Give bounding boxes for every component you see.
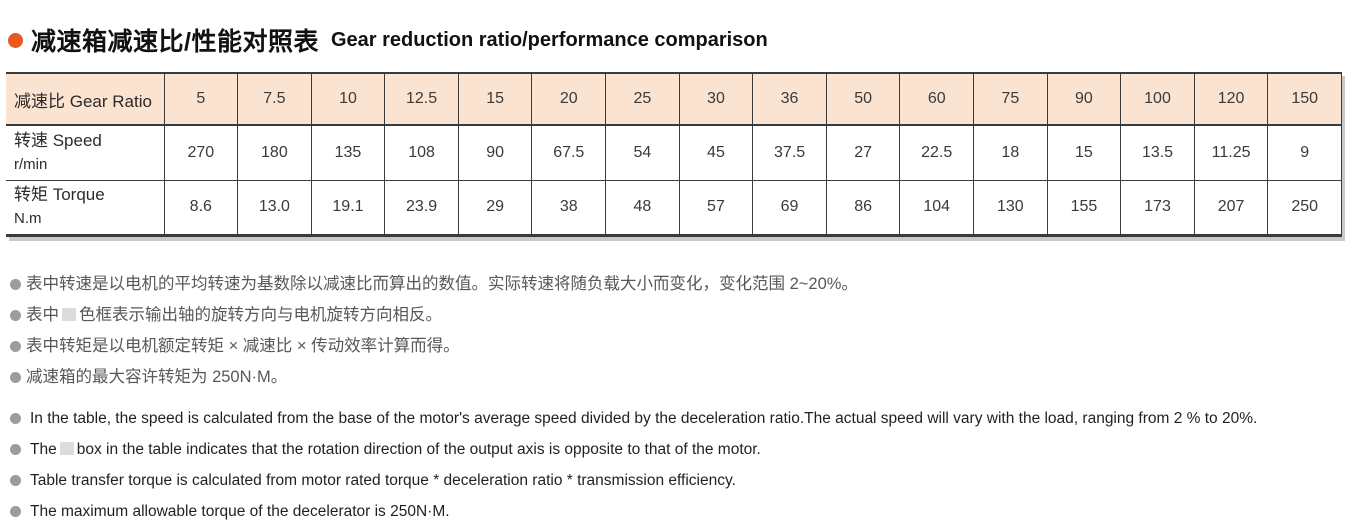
torque-row-label: 转矩 Torque N.m [6,179,165,235]
note-text-prefix: The [30,440,57,458]
gear-ratio-cell: 150 [1267,73,1342,126]
note-zh-torque: 表中转矩是以电机额定转矩 × 减速比 × 传动效率计算而得。 [10,337,1342,356]
torque-cell: 173 [1120,179,1195,235]
note-text: 表中 色框表示输出轴的旋转方向与电机旋转方向相反。 [26,306,442,325]
speed-cell: 54 [605,125,680,180]
speed-row-label-text: 转速 Speed [14,130,102,150]
gear-ratio-cell: 7.5 [237,73,312,126]
note-text-suffix: box in the table indicates that the rota… [76,440,761,458]
speed-cell: 27 [826,125,901,180]
note-text: 减速箱的最大容许转矩为 250N·M。 [26,367,288,386]
note-bullet-icon [10,474,21,486]
torque-cell: 207 [1194,179,1269,235]
gray-box-swatch-icon [59,441,74,455]
gear-ratio-header-label: 减速比 Gear Ratio [6,73,165,126]
note-text-suffix: 色框表示输出轴的旋转方向与电机旋转方向相反。 [79,305,442,324]
gear-ratio-cell: 50 [826,73,901,126]
section-title-zh: 减速箱减速比/性能对照表 [31,28,319,56]
torque-cell: 19.1 [311,179,386,235]
torque-cell: 8.6 [164,179,239,235]
footnotes-en: In the table, the speed is calculated fr… [10,409,1342,521]
speed-cell: 108 [384,125,459,180]
gear-ratio-cell: 25 [605,73,680,126]
footnotes: 表中转速是以电机的平均转速为基数除以减速比而算出的数值。实际转速将随负载大小而变… [10,275,1342,521]
gray-box-swatch-icon [62,307,76,321]
note-en-speed: In the table, the speed is calculated fr… [10,409,1342,428]
performance-table: 减速比 Gear Ratio 5 7.5 10 12.5 15 20 25 30… [6,72,1342,237]
note-text: In the table, the speed is calculated fr… [30,409,1258,427]
torque-cell: 13.0 [237,179,312,235]
torque-cell: 250 [1267,179,1342,235]
gear-ratio-cell: 12.5 [384,73,459,126]
note-bullet-icon [10,340,21,352]
note-bullet-icon [10,371,21,383]
title-bullet-icon [8,32,23,48]
note-en-torque: Table transfer torque is calculated from… [10,471,1342,490]
speed-cell: 13.5 [1120,125,1195,180]
torque-cell: 69 [752,179,827,235]
torque-cell: 23.9 [384,179,459,235]
speed-cell: 15 [1047,125,1122,180]
footnotes-zh: 表中转速是以电机的平均转速为基数除以减速比而算出的数值。实际转速将随负载大小而变… [10,275,1342,387]
note-bullet-icon [10,278,21,290]
note-zh-max-torque: 减速箱的最大容许转矩为 250N·M。 [10,368,1342,387]
gear-ratio-cell: 75 [973,73,1048,126]
torque-cell: 155 [1047,179,1122,235]
note-text: Table transfer torque is calculated from… [30,471,736,489]
speed-cell: 37.5 [752,125,827,180]
note-bullet-icon [10,412,21,424]
speed-row-unit: r/min [14,155,48,173]
torque-cell: 104 [899,179,975,235]
speed-cell: 11.25 [1194,125,1269,180]
gear-ratio-cell: 10 [311,73,386,126]
speed-cell: 135 [311,125,386,180]
torque-cell: 130 [973,179,1048,235]
gear-ratio-cell: 60 [899,73,975,126]
note-text-prefix: 表中 [26,305,59,324]
speed-cell: 90 [458,125,533,180]
speed-cell: 22.5 [899,125,975,180]
torque-cell: 48 [605,179,680,235]
note-text: The box in the table indicates that the r… [30,440,761,459]
note-en-gray-box: The box in the table indicates that the r… [10,440,1342,459]
gear-ratio-cell: 15 [458,73,533,126]
gear-ratio-cell: 36 [752,73,827,126]
performance-table-wrap: 减速比 Gear Ratio 5 7.5 10 12.5 15 20 25 30… [6,72,1342,237]
torque-row-unit: N.m [14,210,42,227]
speed-cell: 45 [679,125,754,180]
note-zh-gray-box: 表中 色框表示输出轴的旋转方向与电机旋转方向相反。 [10,306,1342,325]
torque-row-label-text: 转矩 Torque [14,185,105,205]
gear-ratio-cell: 100 [1120,73,1195,126]
speed-cell: 270 [164,125,239,180]
speed-cell: 18 [973,125,1048,180]
torque-cell: 38 [531,179,607,235]
torque-row: 转矩 Torque N.m 8.6 13.0 19.1 23.9 29 38 4… [6,179,1342,235]
note-zh-speed: 表中转速是以电机的平均转速为基数除以减速比而算出的数值。实际转速将随负载大小而变… [10,275,1342,294]
note-text: 表中转矩是以电机额定转矩 × 减速比 × 传动效率计算而得。 [26,336,460,355]
gear-ratio-cell: 20 [531,73,607,126]
section-title-en: Gear reduction ratio/performance compari… [330,28,768,51]
torque-cell: 86 [826,179,901,235]
section-title: 减速箱减速比/性能对照表 Gear reduction ratio/perfor… [8,22,1342,58]
note-bullet-icon [10,309,21,321]
note-en-max-torque: The maximum allowable torque of the dece… [10,502,1342,521]
note-bullet-icon [10,505,21,517]
speed-row-label: 转速 Speed r/min [6,125,165,180]
gear-ratio-cell: 90 [1047,73,1122,126]
speed-cell: 9 [1267,125,1342,180]
note-text: The maximum allowable torque of the dece… [30,502,450,520]
torque-cell: 29 [458,179,533,235]
speed-cell: 67.5 [531,125,607,180]
gear-ratio-cell: 30 [679,73,754,126]
gear-ratio-header-row: 减速比 Gear Ratio 5 7.5 10 12.5 15 20 25 30… [6,73,1342,126]
gear-ratio-cell: 5 [164,73,239,126]
note-bullet-icon [10,443,21,455]
note-text: 表中转速是以电机的平均转速为基数除以减速比而算出的数值。实际转速将随负载大小而变… [26,274,858,293]
gear-ratio-cell: 120 [1194,73,1269,126]
speed-cell: 180 [237,125,312,180]
speed-row: 转速 Speed r/min 270 180 135 108 90 67.5 5… [6,125,1342,180]
torque-cell: 57 [679,179,754,235]
